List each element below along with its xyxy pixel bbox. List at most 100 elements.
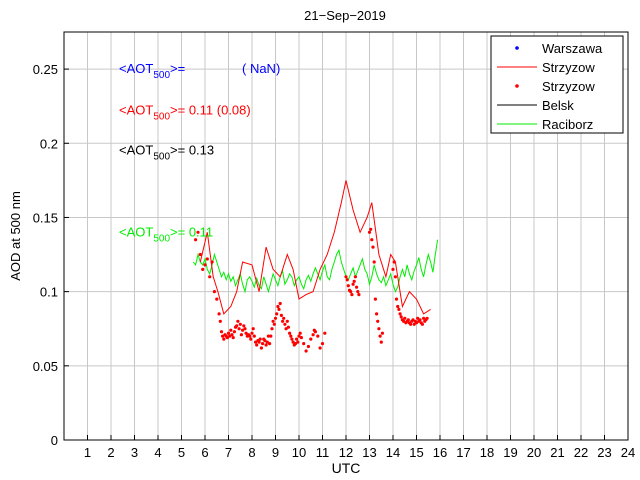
data-point bbox=[391, 267, 395, 271]
data-point bbox=[403, 316, 407, 320]
data-point bbox=[281, 319, 285, 323]
data-point bbox=[306, 344, 310, 349]
data-point bbox=[373, 297, 377, 301]
x-tick-label: 15 bbox=[409, 445, 423, 460]
data-point bbox=[323, 331, 327, 335]
data-point bbox=[196, 230, 200, 234]
chart-title: 21−Sep−2019 bbox=[304, 8, 386, 23]
data-point bbox=[304, 349, 308, 353]
data-point bbox=[194, 238, 198, 242]
data-point bbox=[241, 328, 245, 332]
data-point bbox=[309, 337, 313, 341]
data-point bbox=[282, 316, 286, 320]
data-point bbox=[210, 260, 214, 264]
data-point bbox=[416, 316, 420, 320]
data-point bbox=[398, 312, 402, 316]
data-point bbox=[397, 307, 401, 311]
x-tick-label: 22 bbox=[574, 445, 588, 460]
legend-entry-warszawa: Warszawa bbox=[515, 41, 603, 56]
x-tick-label: 8 bbox=[248, 445, 255, 460]
legend-entry-strzyzow: Strzyzow bbox=[515, 79, 595, 94]
legend-entry-strzyzow: Strzyzow bbox=[497, 60, 595, 75]
data-point bbox=[221, 334, 225, 338]
data-point bbox=[345, 278, 349, 282]
data-point bbox=[298, 331, 302, 335]
x-tick-label: 16 bbox=[433, 445, 447, 460]
data-point bbox=[270, 327, 274, 331]
x-tick-label: 24 bbox=[621, 445, 635, 460]
data-point bbox=[352, 279, 356, 283]
data-point bbox=[392, 260, 396, 264]
data-point bbox=[198, 252, 202, 257]
data-point bbox=[265, 340, 269, 344]
data-point bbox=[379, 340, 383, 344]
data-point bbox=[249, 337, 253, 341]
data-point bbox=[217, 312, 221, 316]
legend-label: Belsk bbox=[542, 98, 574, 113]
data-point bbox=[263, 339, 267, 343]
data-point bbox=[226, 331, 231, 335]
x-tick-label: 18 bbox=[480, 445, 494, 460]
x-tick-label: 21 bbox=[550, 445, 564, 460]
data-point bbox=[235, 324, 239, 328]
data-point bbox=[406, 318, 410, 322]
data-point bbox=[396, 304, 400, 309]
x-tick-label: 14 bbox=[386, 445, 400, 460]
data-point bbox=[285, 319, 289, 323]
y-tick-label: 0.05 bbox=[33, 359, 58, 374]
data-point bbox=[284, 327, 288, 331]
plot-series bbox=[192, 180, 439, 353]
data-point bbox=[377, 327, 381, 331]
data-point bbox=[411, 318, 415, 322]
data-point bbox=[414, 321, 419, 325]
data-point bbox=[215, 297, 219, 301]
data-point bbox=[277, 307, 281, 311]
data-point bbox=[275, 312, 279, 316]
data-point bbox=[259, 346, 263, 350]
x-tick-label: 3 bbox=[131, 445, 138, 460]
data-point bbox=[251, 327, 255, 331]
data-point bbox=[289, 334, 293, 338]
data-point bbox=[266, 334, 270, 338]
data-point bbox=[375, 312, 379, 316]
y-tick-label: 0.15 bbox=[33, 210, 58, 225]
data-point bbox=[372, 260, 376, 264]
x-axis-label: UTC bbox=[332, 460, 361, 476]
data-point bbox=[293, 342, 298, 346]
data-point bbox=[264, 343, 268, 347]
series-raciborz-line bbox=[192, 239, 439, 294]
x-tick-label: 20 bbox=[527, 445, 541, 460]
data-point bbox=[316, 334, 320, 338]
data-point bbox=[279, 313, 283, 317]
mean-aot-annotations: <AOT500>= ( NaN) <AOT500>= 0.11 (0.08) <AO… bbox=[119, 61, 280, 244]
data-point bbox=[231, 336, 235, 340]
x-tick-label: 6 bbox=[201, 445, 208, 460]
data-point bbox=[420, 322, 424, 326]
x-tick-label: 5 bbox=[178, 445, 185, 460]
data-point bbox=[268, 342, 272, 346]
data-point bbox=[370, 238, 374, 242]
data-point bbox=[278, 301, 282, 306]
data-point bbox=[351, 282, 355, 286]
data-point bbox=[272, 322, 276, 326]
data-point bbox=[229, 328, 233, 332]
legend-entry-raciborz: Raciborz bbox=[497, 117, 593, 132]
mean-aot-annotation: <AOT500>= 0.11 (0.08) bbox=[119, 103, 251, 123]
data-point bbox=[248, 334, 252, 338]
legend: Warszawa Strzyzow Strzyzow Belsk Raciborz bbox=[490, 35, 624, 134]
data-point bbox=[271, 319, 275, 323]
data-point bbox=[230, 333, 234, 337]
data-point bbox=[244, 331, 248, 335]
data-point bbox=[286, 325, 290, 329]
data-point bbox=[269, 334, 273, 338]
data-point bbox=[418, 318, 422, 322]
mean-aot-annotation: <AOT500>= 0.13 bbox=[119, 143, 214, 163]
mean-aot-annotation: <AOT500>= ( NaN) bbox=[119, 61, 280, 81]
data-point bbox=[283, 322, 287, 326]
y-tick-label: 0.25 bbox=[33, 62, 58, 77]
data-point bbox=[236, 319, 240, 323]
x-tick-label: 12 bbox=[339, 445, 353, 460]
data-point bbox=[232, 330, 236, 334]
data-point bbox=[311, 333, 315, 337]
